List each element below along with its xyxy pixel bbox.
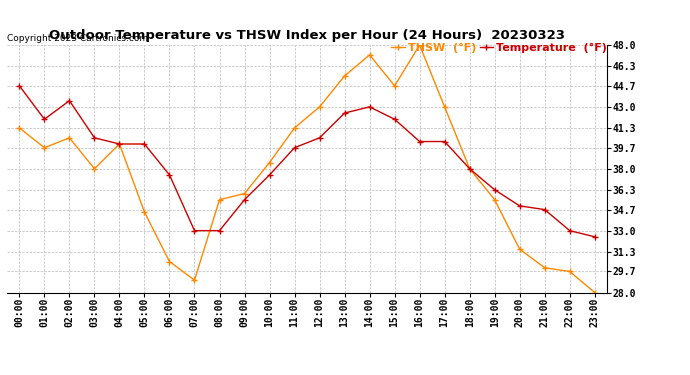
Temperature  (°F) [66, 99, 74, 103]
Line: THSW  (°F): THSW (°F) [17, 42, 598, 295]
THSW  (°F) [90, 166, 99, 171]
Temperature  (°F) [266, 173, 274, 177]
THSW  (°F) [515, 247, 524, 252]
THSW  (°F) [240, 191, 248, 196]
Temperature  (°F) [315, 136, 324, 140]
Temperature  (°F) [540, 207, 549, 212]
THSW  (°F) [540, 266, 549, 270]
Temperature  (°F) [366, 105, 374, 109]
Temperature  (°F) [591, 235, 599, 239]
Temperature  (°F) [340, 111, 348, 116]
THSW  (°F) [140, 210, 148, 214]
Temperature  (°F) [491, 188, 499, 192]
Temperature  (°F) [290, 146, 299, 150]
Text: Copyright 2023 Cartronics.com: Copyright 2023 Cartronics.com [7, 33, 148, 42]
THSW  (°F) [190, 278, 199, 282]
THSW  (°F) [366, 53, 374, 57]
THSW  (°F) [115, 142, 124, 146]
THSW  (°F) [340, 74, 348, 78]
THSW  (°F) [166, 260, 174, 264]
THSW  (°F) [415, 43, 424, 47]
THSW  (°F) [15, 126, 23, 130]
THSW  (°F) [215, 198, 224, 202]
Temperature  (°F) [90, 136, 99, 140]
THSW  (°F) [40, 146, 48, 150]
THSW  (°F) [591, 290, 599, 295]
Temperature  (°F) [440, 139, 449, 144]
THSW  (°F) [440, 105, 449, 109]
Temperature  (°F) [240, 198, 248, 202]
THSW  (°F) [315, 105, 324, 109]
Temperature  (°F) [140, 142, 148, 146]
THSW  (°F) [391, 84, 399, 88]
Temperature  (°F) [190, 228, 199, 233]
Temperature  (°F) [466, 166, 474, 171]
THSW  (°F) [266, 160, 274, 165]
THSW  (°F) [491, 198, 499, 202]
Title: Outdoor Temperature vs THSW Index per Hour (24 Hours)  20230323: Outdoor Temperature vs THSW Index per Ho… [49, 30, 565, 42]
Temperature  (°F) [40, 117, 48, 122]
Temperature  (°F) [166, 173, 174, 177]
Temperature  (°F) [391, 117, 399, 122]
THSW  (°F) [66, 136, 74, 140]
THSW  (°F) [566, 269, 574, 274]
Temperature  (°F) [415, 139, 424, 144]
Legend: THSW  (°F), Temperature  (°F): THSW (°F), Temperature (°F) [391, 42, 607, 52]
Temperature  (°F) [215, 228, 224, 233]
THSW  (°F) [466, 166, 474, 171]
THSW  (°F) [290, 126, 299, 130]
Temperature  (°F) [15, 84, 23, 88]
Line: Temperature  (°F): Temperature (°F) [17, 83, 598, 240]
Temperature  (°F) [115, 142, 124, 146]
Temperature  (°F) [566, 228, 574, 233]
Temperature  (°F) [515, 204, 524, 208]
